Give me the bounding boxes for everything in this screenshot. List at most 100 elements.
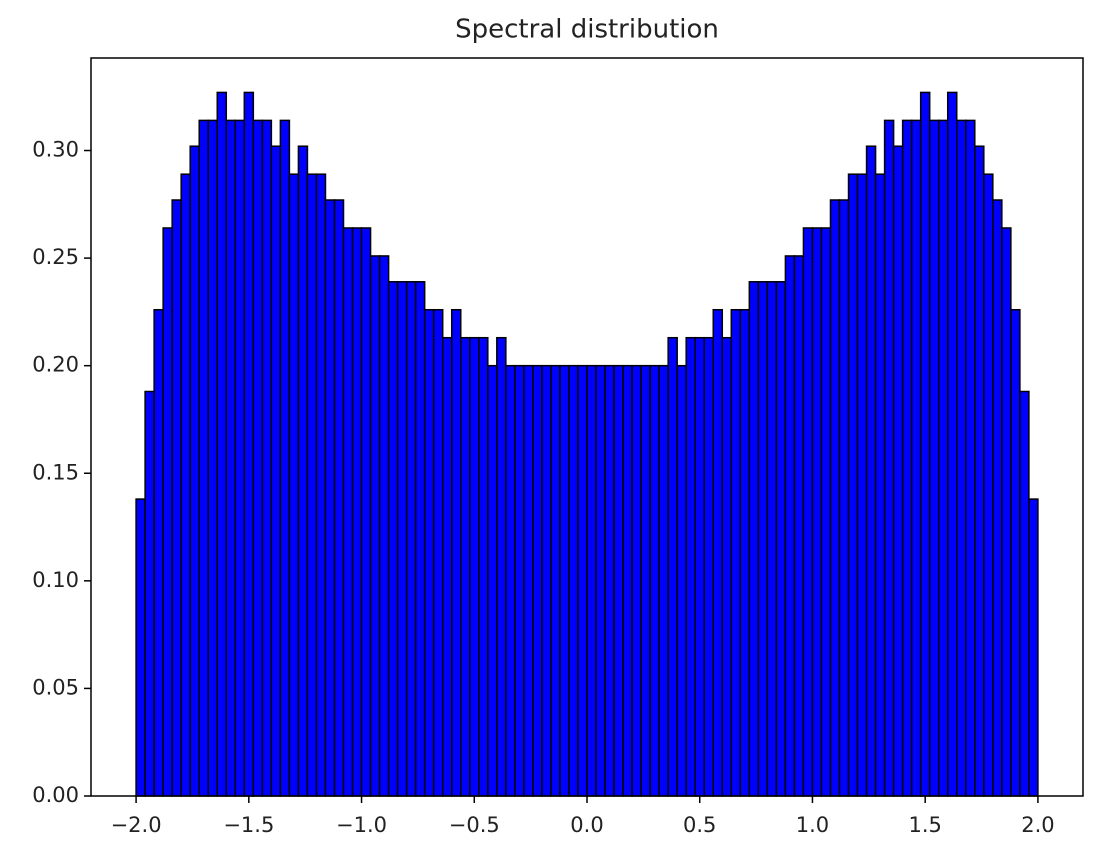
bar [703, 336, 715, 797]
bar [360, 227, 372, 797]
x-tick-label: 0.5 [683, 813, 716, 837]
bar [216, 91, 228, 797]
bar [270, 145, 282, 797]
bar [288, 173, 300, 797]
y-tick-label: 0.05 [32, 675, 79, 699]
bar [820, 227, 832, 797]
bar [838, 199, 850, 797]
bar [784, 255, 796, 797]
bar [965, 119, 976, 797]
bar [225, 119, 237, 797]
bar [198, 119, 209, 797]
bar [279, 119, 291, 797]
bar [162, 227, 173, 797]
bar [676, 364, 687, 797]
bar [252, 119, 264, 797]
bar [496, 336, 507, 797]
bar [847, 173, 859, 797]
bar [315, 173, 327, 797]
chart-title: Spectral distribution [455, 15, 719, 45]
x-tick-label: −0.5 [449, 813, 500, 837]
bar [622, 364, 633, 797]
bar [387, 281, 399, 797]
bar [658, 364, 669, 797]
bar [171, 199, 182, 797]
x-tick-label: 1.5 [908, 813, 941, 837]
bar [577, 364, 588, 797]
bar [559, 364, 570, 797]
bar [369, 255, 381, 797]
bar [802, 227, 814, 797]
bar [505, 364, 516, 797]
bar [1001, 227, 1012, 797]
bar [739, 308, 751, 797]
bar [811, 227, 823, 797]
x-tick-label: −2.0 [111, 813, 162, 837]
bar [604, 364, 615, 797]
bar [865, 145, 877, 797]
bar [775, 281, 787, 797]
bar [613, 364, 624, 797]
bar [351, 227, 363, 797]
y-tick-label: 0.20 [32, 353, 79, 377]
bar [766, 281, 778, 797]
bar [721, 336, 733, 797]
bar [180, 173, 191, 797]
y-tick-label: 0.00 [32, 783, 79, 807]
bar [694, 336, 705, 797]
bar [243, 91, 255, 797]
bar [568, 364, 579, 797]
bar [640, 364, 651, 797]
bar [856, 173, 868, 797]
bar [459, 336, 471, 797]
bar [874, 173, 886, 797]
y-tick-label: 0.30 [32, 138, 79, 162]
bar [414, 281, 426, 797]
bar [586, 364, 597, 797]
bar [928, 119, 940, 797]
bar [1010, 308, 1021, 797]
y-tick-label: 0.15 [32, 460, 79, 484]
bar [523, 364, 534, 797]
bar [396, 281, 408, 797]
bar [685, 336, 696, 797]
bar [324, 199, 336, 797]
bar [423, 308, 435, 797]
bar [883, 119, 895, 797]
bar [378, 255, 390, 797]
bar [297, 145, 309, 797]
bar [667, 336, 678, 797]
bar [730, 308, 742, 797]
bar [1028, 498, 1039, 797]
x-tick-label: 2.0 [1021, 813, 1054, 837]
bar [514, 364, 525, 797]
x-tick-label: −1.0 [336, 813, 387, 837]
bar [631, 364, 642, 797]
bar [342, 227, 354, 797]
bar [450, 308, 462, 797]
bar [532, 364, 543, 797]
bar [333, 199, 345, 797]
bar [478, 336, 489, 797]
bar [207, 119, 219, 797]
y-tick-label: 0.10 [32, 568, 79, 592]
y-tick-label: 0.25 [32, 245, 79, 269]
bar [793, 255, 805, 797]
x-tick-label: 0.0 [570, 813, 603, 837]
bar [405, 281, 417, 797]
bar [955, 119, 967, 797]
bar [234, 119, 246, 797]
bar [595, 364, 606, 797]
x-tick-label: 1.0 [796, 813, 829, 837]
bar [135, 498, 146, 797]
bar [892, 145, 904, 797]
bar [153, 308, 164, 797]
bar [469, 336, 480, 797]
bar [261, 119, 273, 797]
x-tick-label: −1.5 [223, 813, 274, 837]
bar [541, 364, 552, 797]
bar [937, 119, 949, 797]
bar [901, 119, 913, 797]
bar [306, 173, 318, 797]
bar [1019, 390, 1030, 797]
